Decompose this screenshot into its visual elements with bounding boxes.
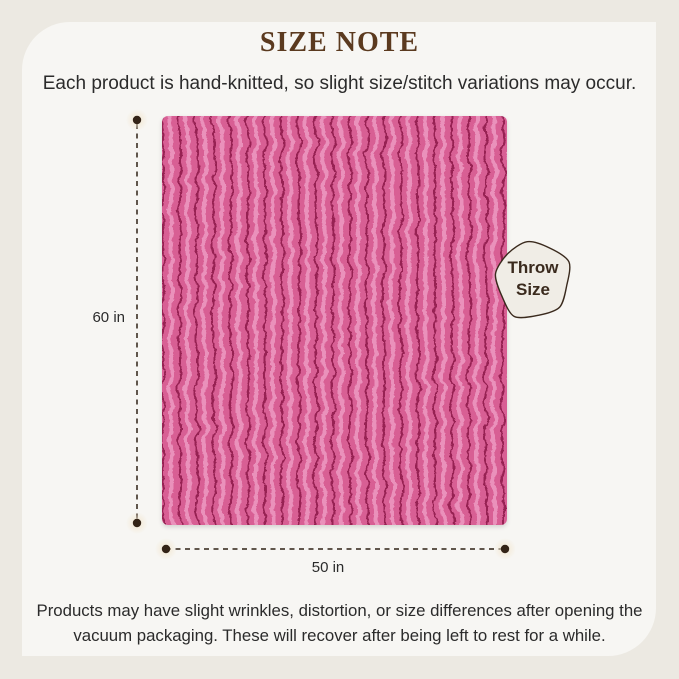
svg-text:Size: Size	[516, 280, 550, 299]
svg-text:Throw: Throw	[508, 258, 560, 277]
